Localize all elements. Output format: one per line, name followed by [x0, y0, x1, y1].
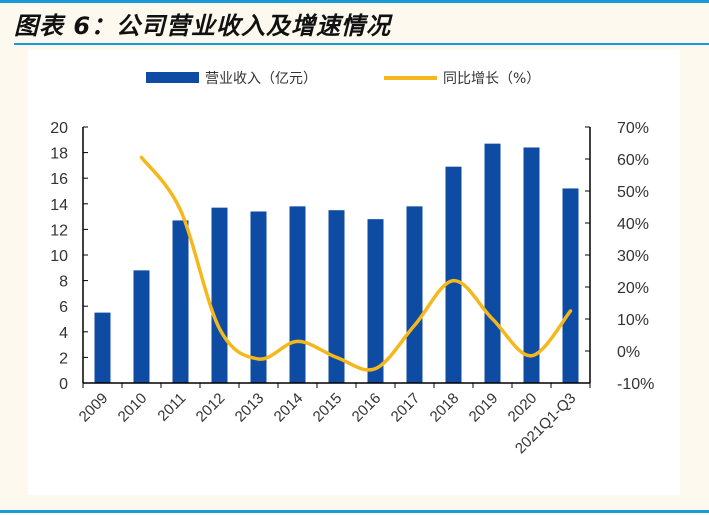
left-tick-label: 16 — [50, 171, 68, 188]
bar-2021Q1-Q3 — [562, 188, 579, 383]
x-tick-label: 2013 — [232, 390, 268, 426]
left-tick-label: 10 — [50, 248, 68, 265]
figure-title: 图表 6：公司营业收入及增速情况 — [14, 12, 392, 40]
bar-2012 — [211, 207, 228, 383]
x-tick-label: 2018 — [427, 390, 463, 426]
right-tick-label: -10% — [617, 376, 654, 393]
left-tick-label: 14 — [50, 197, 68, 214]
right-tick-label: 0% — [617, 344, 640, 361]
legend-line-label: 同比增长（%） — [443, 71, 540, 87]
bar-2019 — [484, 143, 501, 383]
bar-2018 — [445, 166, 462, 383]
right-tick-label: 70% — [617, 120, 649, 137]
legend-line-swatch — [384, 76, 437, 80]
x-tick-label: 2017 — [388, 390, 424, 426]
bar-2010 — [133, 270, 150, 383]
bar-2020 — [523, 147, 540, 383]
x-tick-label: 2010 — [115, 390, 151, 426]
x-tick-label: 2011 — [154, 390, 189, 425]
bar-2009 — [94, 312, 111, 383]
bar-2013 — [250, 211, 267, 383]
left-tick-label: 18 — [50, 146, 68, 163]
legend-bar-swatch — [146, 72, 199, 83]
bar-2014 — [289, 206, 306, 383]
right-tick-label: 50% — [617, 184, 649, 201]
x-tick-label: 2015 — [310, 390, 346, 426]
top-rule — [0, 0, 709, 3]
left-tick-label: 20 — [50, 120, 68, 137]
x-tick-label: 2009 — [76, 390, 112, 426]
right-tick-label: 60% — [617, 152, 649, 169]
right-tick-label: 20% — [617, 280, 649, 297]
bottom-rule — [0, 510, 709, 513]
right-tick-label: 40% — [617, 216, 649, 233]
bar-2015 — [328, 210, 345, 383]
left-tick-label: 0 — [59, 376, 68, 393]
right-tick-label: 30% — [617, 248, 649, 265]
left-tick-label: 12 — [50, 222, 68, 239]
bar-2016 — [367, 219, 384, 383]
growth-line — [139, 155, 573, 372]
legend: 营业收入（亿元） 同比增长（%） — [146, 71, 540, 87]
left-tick-label: 2 — [59, 350, 68, 367]
title-rule — [14, 43, 709, 45]
bar-2011 — [172, 220, 189, 383]
right-tick-label: 10% — [617, 312, 649, 329]
x-tick-label: 2019 — [466, 390, 502, 426]
x-tick-label: 2012 — [193, 390, 229, 426]
left-tick-label: 6 — [59, 299, 68, 316]
left-tick-label: 4 — [59, 325, 68, 342]
bar-2017 — [406, 206, 423, 383]
x-tick-label: 2020 — [505, 390, 541, 426]
x-tick-label: 2014 — [271, 390, 307, 426]
x-tick-label: 2016 — [349, 390, 385, 426]
left-tick-label: 8 — [59, 274, 68, 291]
legend-bar-label: 营业收入（亿元） — [205, 71, 317, 87]
